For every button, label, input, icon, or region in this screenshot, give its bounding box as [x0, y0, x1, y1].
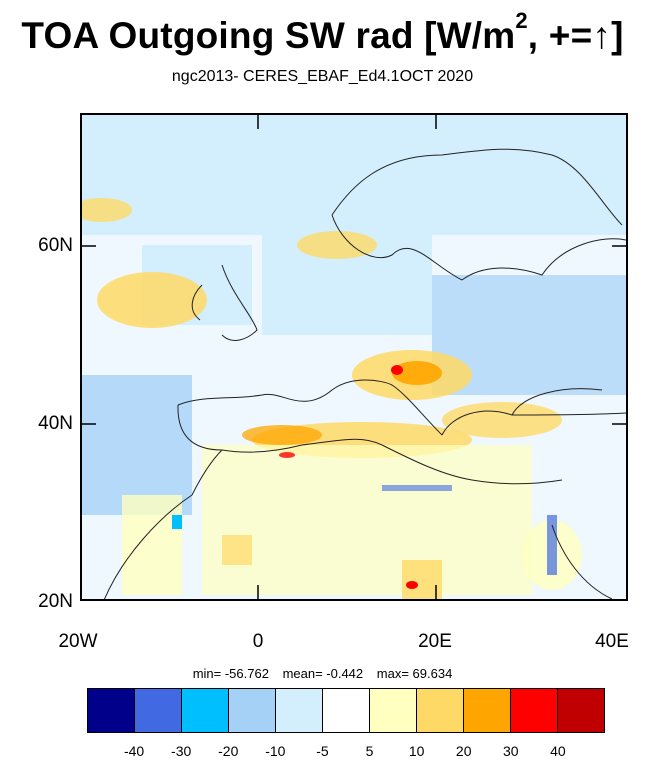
map-title: TOA Outgoing SW rad [W/m2, +=↑] — [21, 8, 624, 56]
colorbar-box-5 — [323, 689, 370, 732]
map-panel — [80, 113, 628, 601]
colorbar-box-4 — [276, 689, 323, 732]
colorbar-box-1 — [135, 689, 182, 732]
colorbar-box-0 — [88, 689, 135, 732]
colorbar-box-7 — [417, 689, 464, 732]
lat-label-20n: 20N — [38, 591, 73, 612]
colorbar-box-8 — [464, 689, 511, 732]
lat-label-40n: 40N — [38, 413, 73, 434]
stat-min: min= -56.762 — [192, 666, 269, 681]
colorbar-label: -20 — [218, 743, 239, 759]
stat-mean: mean= -0.442 — [282, 666, 364, 681]
colorbar-box-2 — [182, 689, 229, 732]
field-statistics: min= -56.762 mean= -0.442 max= 69.634 — [0, 666, 645, 681]
colorbar-label: 10 — [408, 743, 425, 759]
colorbar-box-9 — [511, 689, 558, 732]
lon-label-0: 0 — [252, 631, 264, 652]
colorbar — [87, 688, 605, 733]
colorbar-box-3 — [229, 689, 276, 732]
lon-label-20e: 20E — [418, 631, 452, 652]
colorbar-label: 5 — [365, 743, 374, 759]
lon-label-40e: 40E — [595, 631, 629, 652]
map-subtitle: ngc2013- CERES_EBAF_Ed4.1OCT 2020 — [171, 68, 474, 85]
colorbar-label: 40 — [550, 743, 566, 759]
colorbar-label: -10 — [265, 743, 286, 759]
colorbar-box-6 — [370, 689, 417, 732]
colorbar-box-10 — [558, 689, 604, 732]
colorbar-label: -5 — [316, 743, 329, 759]
colorbar-label: -30 — [171, 743, 192, 759]
colorbar-label: -40 — [123, 743, 145, 759]
stat-max: max= 69.634 — [376, 666, 453, 681]
anomaly-field — [82, 115, 626, 599]
lat-label-60n: 60N — [38, 235, 73, 256]
colorbar-label: 30 — [503, 743, 519, 759]
lon-label-20w: 20W — [58, 631, 98, 652]
colorbar-label: 20 — [455, 743, 472, 759]
